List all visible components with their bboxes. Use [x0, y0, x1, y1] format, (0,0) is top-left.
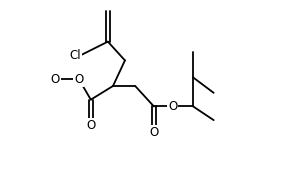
Text: O: O	[149, 126, 158, 139]
Text: O: O	[86, 119, 95, 132]
Text: O: O	[74, 73, 83, 86]
Text: O: O	[51, 73, 60, 86]
Text: Cl: Cl	[69, 49, 81, 62]
Text: O: O	[168, 100, 177, 113]
